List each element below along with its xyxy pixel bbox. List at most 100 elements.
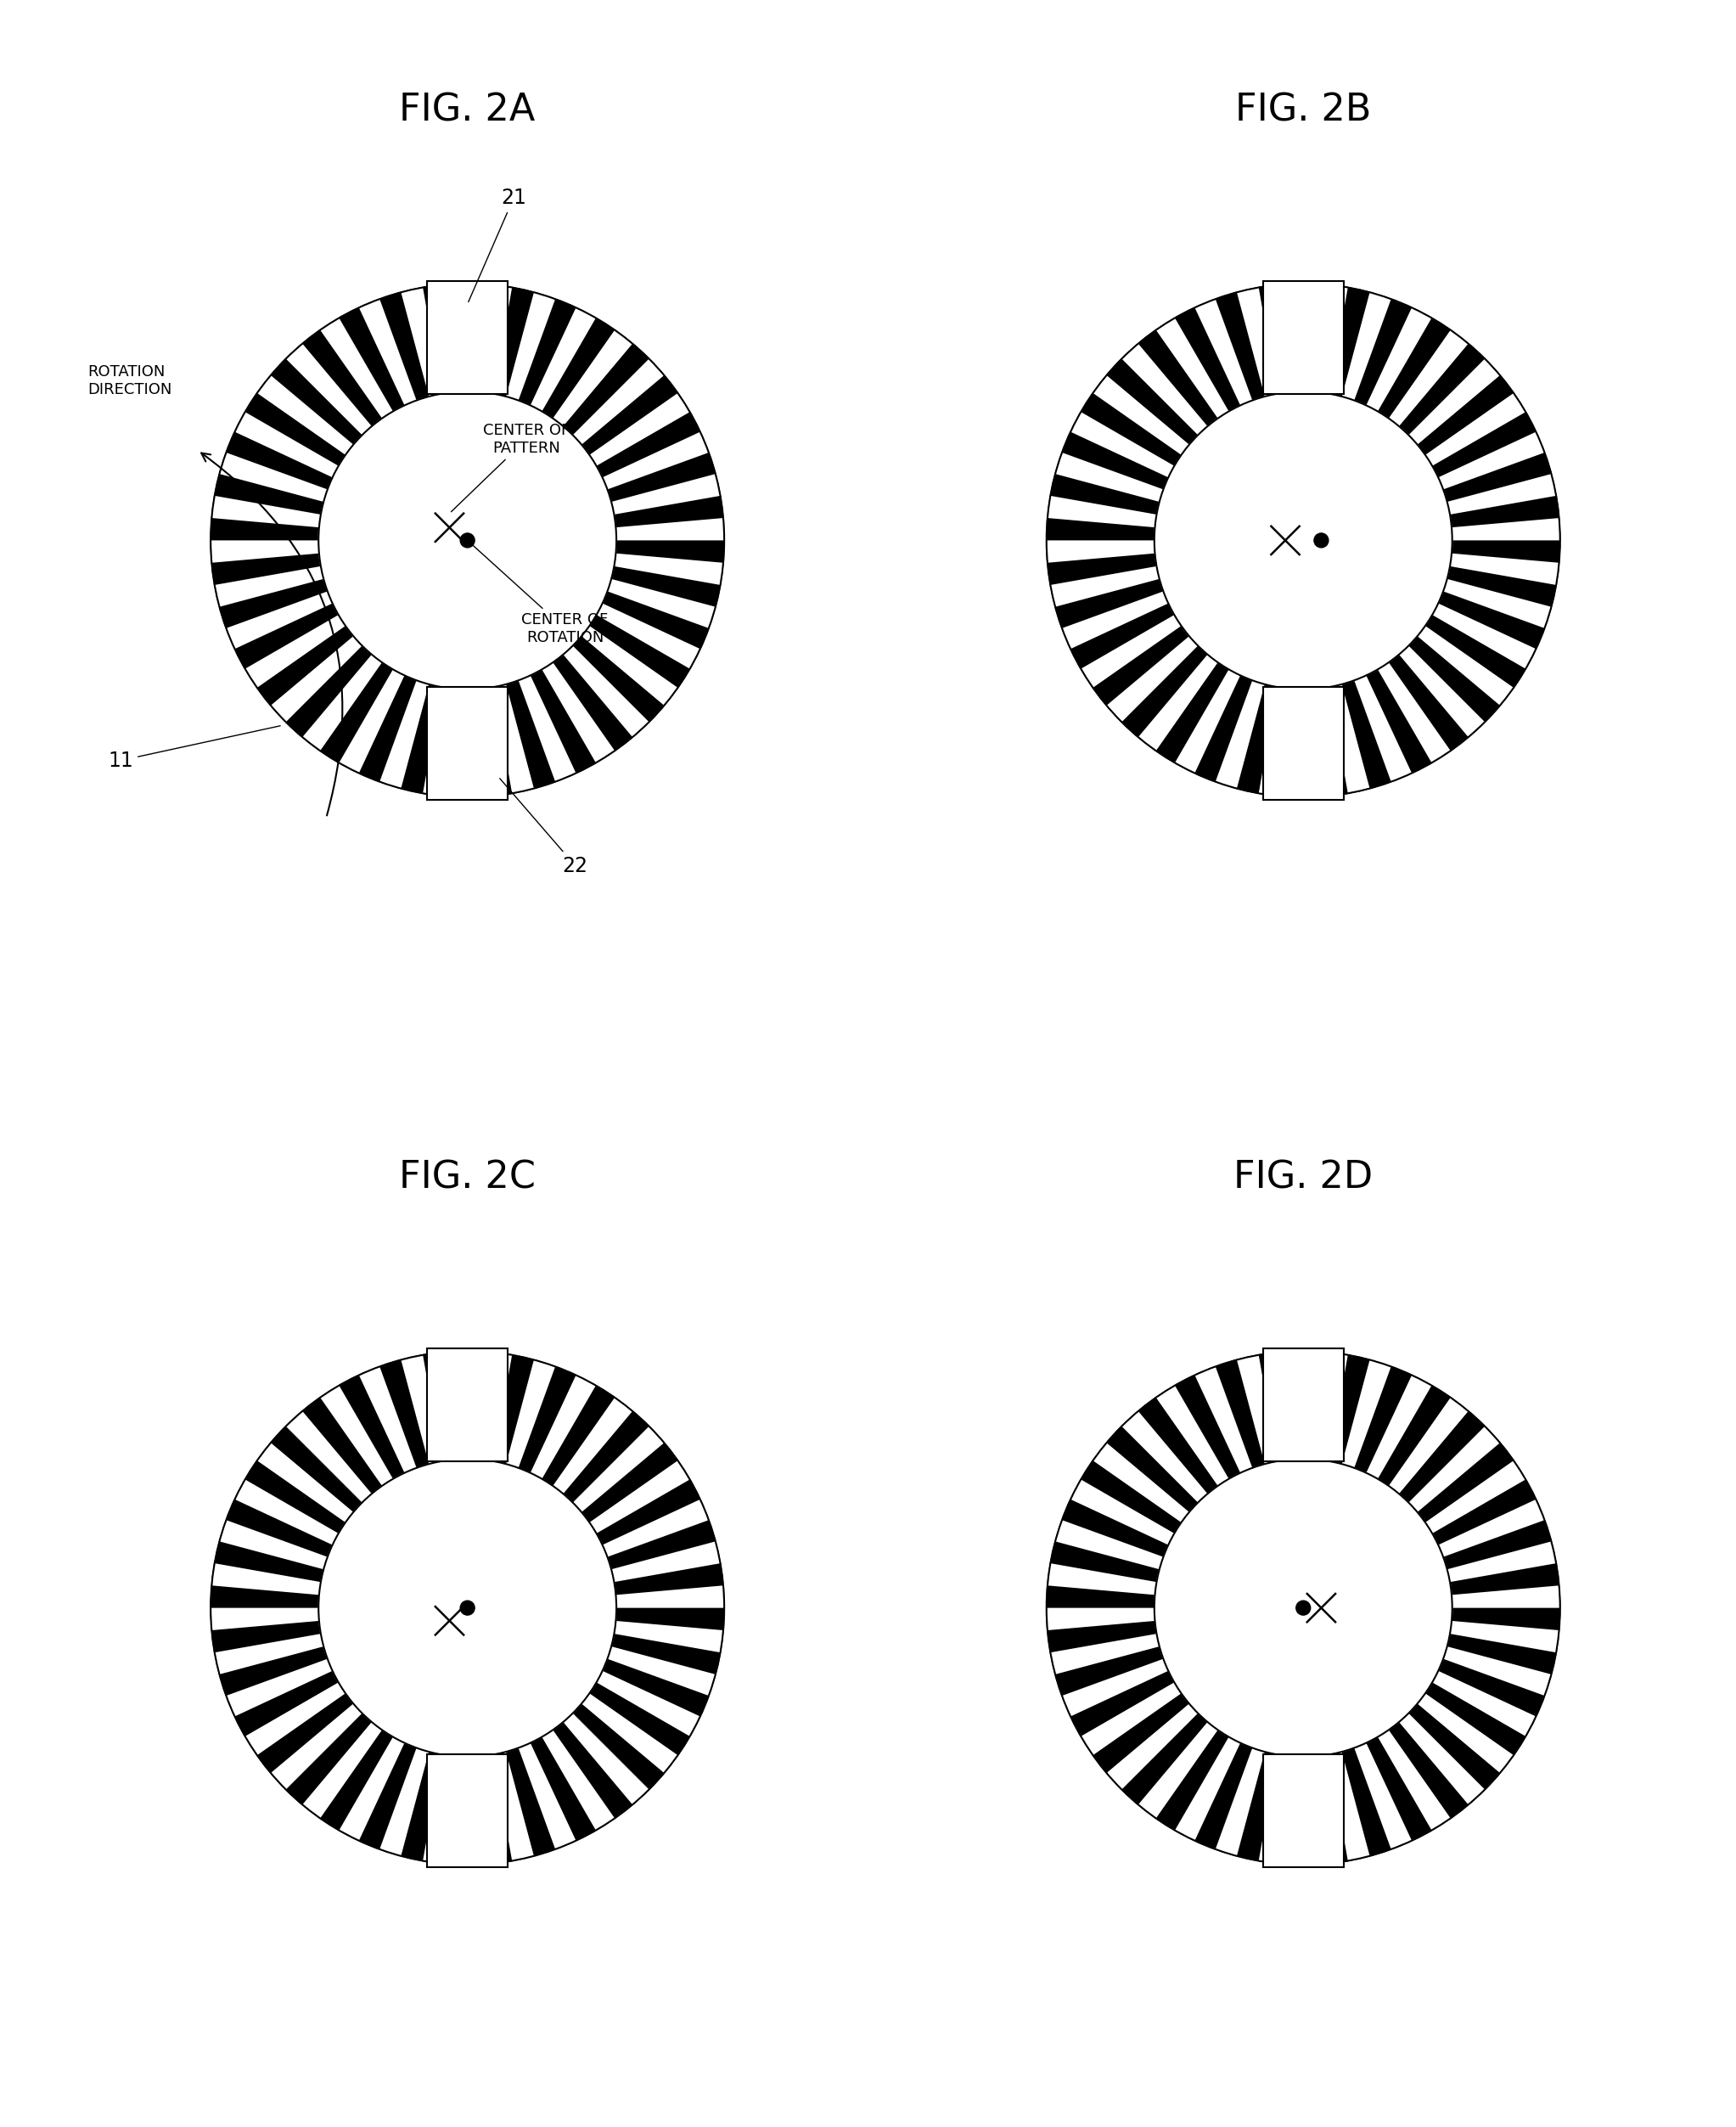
Wedge shape (1354, 676, 1411, 783)
Circle shape (1154, 1459, 1453, 1757)
Wedge shape (582, 1693, 677, 1774)
Wedge shape (1082, 1682, 1180, 1755)
Wedge shape (562, 647, 649, 738)
Text: 21: 21 (469, 187, 526, 302)
Wedge shape (615, 553, 724, 585)
Wedge shape (602, 432, 708, 489)
Wedge shape (1215, 681, 1266, 789)
Text: CENTER OF
PATTERN: CENTER OF PATTERN (451, 423, 569, 513)
Wedge shape (1236, 1355, 1278, 1463)
Wedge shape (590, 1461, 689, 1534)
Wedge shape (1437, 1500, 1545, 1557)
Bar (427, 1349, 509, 1461)
Text: ROTATION
DIRECTION: ROTATION DIRECTION (87, 364, 172, 398)
Wedge shape (1062, 591, 1168, 649)
Circle shape (1047, 283, 1561, 798)
Wedge shape (1106, 1704, 1198, 1789)
Wedge shape (210, 540, 319, 564)
FancyArrowPatch shape (201, 453, 342, 815)
Wedge shape (401, 1355, 441, 1463)
Wedge shape (1451, 519, 1561, 540)
Wedge shape (1094, 1442, 1189, 1523)
Bar (1262, 1349, 1344, 1461)
Wedge shape (212, 1563, 321, 1595)
Wedge shape (1050, 1634, 1160, 1674)
Text: 22: 22 (500, 778, 589, 876)
Wedge shape (608, 579, 715, 627)
Wedge shape (1389, 330, 1469, 425)
Bar (427, 281, 509, 393)
Wedge shape (1050, 566, 1160, 606)
Wedge shape (1316, 285, 1347, 393)
Wedge shape (319, 317, 392, 419)
Title: FIG. 2D: FIG. 2D (1234, 1159, 1373, 1195)
Wedge shape (339, 670, 404, 772)
Wedge shape (1259, 687, 1290, 795)
Title: FIG. 2B: FIG. 2B (1236, 91, 1371, 130)
Wedge shape (616, 1585, 724, 1608)
Wedge shape (1366, 1376, 1432, 1478)
Wedge shape (234, 413, 339, 476)
Wedge shape (590, 393, 689, 466)
Wedge shape (234, 1480, 339, 1544)
Bar (1262, 281, 1344, 393)
Wedge shape (597, 1672, 700, 1736)
Wedge shape (1071, 413, 1174, 476)
Wedge shape (1399, 647, 1484, 738)
Wedge shape (1366, 308, 1432, 411)
Wedge shape (1378, 661, 1451, 764)
Wedge shape (1259, 1755, 1290, 1863)
Wedge shape (1071, 1480, 1174, 1544)
Wedge shape (319, 1385, 392, 1487)
Wedge shape (215, 1634, 323, 1674)
Wedge shape (215, 566, 323, 606)
Wedge shape (1139, 655, 1219, 751)
Circle shape (1047, 1351, 1561, 1865)
Wedge shape (582, 625, 677, 706)
Wedge shape (1047, 540, 1154, 564)
Wedge shape (505, 291, 556, 400)
Wedge shape (401, 287, 441, 396)
Wedge shape (1156, 317, 1229, 419)
Wedge shape (519, 676, 576, 783)
Wedge shape (1378, 1729, 1451, 1831)
Bar (1262, 687, 1344, 800)
Wedge shape (339, 1738, 404, 1840)
Wedge shape (1408, 359, 1500, 445)
Wedge shape (1417, 625, 1514, 706)
Wedge shape (602, 1500, 708, 1557)
Wedge shape (493, 685, 535, 793)
Circle shape (1314, 534, 1328, 547)
Wedge shape (424, 687, 455, 795)
Wedge shape (1121, 1410, 1208, 1502)
Wedge shape (531, 1376, 595, 1478)
Wedge shape (1450, 1621, 1559, 1653)
Wedge shape (1175, 1738, 1240, 1840)
Wedge shape (1281, 1351, 1304, 1459)
Wedge shape (1342, 291, 1391, 400)
Wedge shape (1055, 453, 1163, 502)
Wedge shape (1451, 1585, 1561, 1608)
Wedge shape (1062, 1659, 1168, 1716)
Wedge shape (257, 1442, 354, 1523)
Wedge shape (519, 1742, 576, 1848)
Title: FIG. 2C: FIG. 2C (399, 1159, 536, 1195)
Wedge shape (1047, 496, 1156, 527)
Wedge shape (380, 1748, 429, 1857)
Wedge shape (286, 345, 372, 436)
Circle shape (1154, 391, 1453, 689)
Wedge shape (444, 1351, 467, 1459)
Text: 11: 11 (108, 725, 279, 770)
Wedge shape (1432, 1672, 1536, 1736)
Wedge shape (359, 1366, 417, 1472)
Circle shape (1297, 1602, 1311, 1614)
Circle shape (318, 391, 616, 689)
Wedge shape (302, 655, 382, 751)
Wedge shape (611, 474, 720, 515)
Wedge shape (286, 1410, 372, 1502)
Wedge shape (611, 1542, 720, 1582)
Wedge shape (1448, 474, 1555, 515)
Wedge shape (552, 330, 632, 425)
Wedge shape (467, 1757, 490, 1865)
Bar (427, 687, 509, 800)
